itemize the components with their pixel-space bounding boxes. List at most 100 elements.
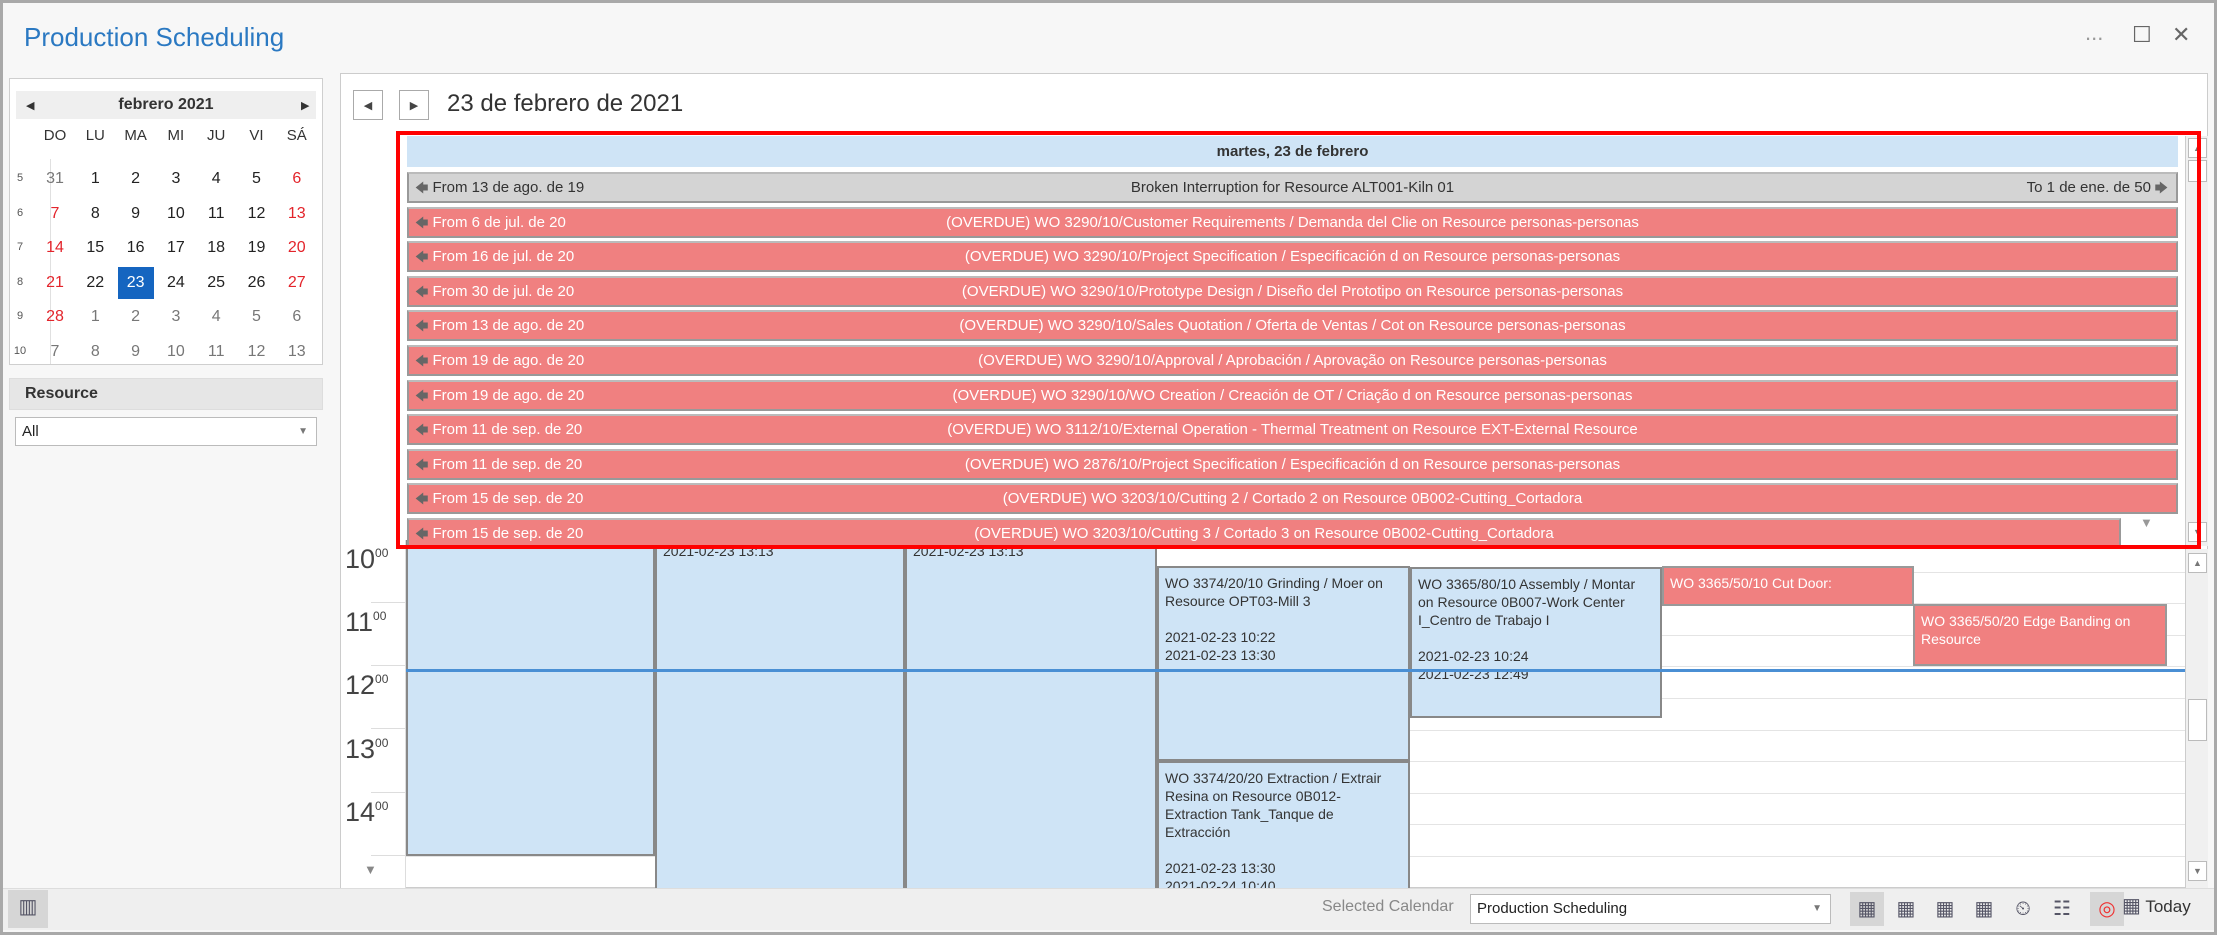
today-button[interactable]: ▦ Today [2122, 893, 2191, 918]
calendar-day[interactable]: 12 [247, 342, 266, 360]
all-day-appointment[interactable]: 🡄 From 15 de sep. de 20 (OVERDUE) WO 3203/… [407, 518, 2121, 546]
scroll-thumb[interactable] [2188, 160, 2207, 182]
all-day-appointment[interactable]: 🡄 From 11 de sep. de 20 (OVERDUE) WO 2876/… [407, 448, 2178, 480]
calendar-day[interactable]: 2 [131, 308, 141, 325]
all-day-appointment[interactable]: 🡄 From 13 de ago. de 19 Broken Interruptio… [407, 172, 2178, 203]
scroll-up-icon[interactable]: ▲ [2188, 138, 2207, 158]
calendar-day[interactable]: 4 [211, 170, 221, 187]
calendar-day[interactable]: 5 [252, 170, 261, 187]
hour-line [371, 791, 406, 793]
calendar-day[interactable]: 18 [207, 239, 226, 256]
work-week-view-button[interactable]: ▦ [1889, 892, 1923, 926]
calendar-day[interactable]: 25 [207, 273, 226, 291]
calendar-day[interactable]: 13 [287, 342, 306, 360]
next-day-button[interactable]: ▶ [399, 90, 429, 120]
grid-scrollbar[interactable]: ▲ ▼ [2185, 549, 2208, 888]
appointment[interactable]: 2021-02-23 13:13 [655, 540, 905, 888]
all-day-appointment[interactable]: 🡄 From 13 de ago. de 20 (OVERDUE) WO 3290/… [407, 310, 2178, 342]
calendar-day[interactable]: 7 [50, 342, 60, 360]
calendar-day[interactable]: 11 [207, 204, 225, 222]
today-label: Today [2145, 897, 2191, 916]
scroll-more-icon[interactable]: ▼ [364, 862, 377, 877]
calendar-day[interactable]: 9 [131, 204, 141, 222]
calendar-day[interactable]: 19 [247, 239, 266, 256]
scroll-down-icon[interactable]: ▼ [2188, 522, 2207, 542]
calendar-day[interactable]: 11 [207, 342, 225, 360]
calendar-day[interactable]: 14 [46, 239, 64, 256]
close-button[interactable]: ✕ [2172, 22, 2191, 47]
appointment[interactable]: WO 3365/50/10 Cut Door: [1662, 566, 1914, 606]
day-view-button[interactable]: ▦ [1850, 892, 1884, 926]
appointment[interactable] [406, 540, 655, 856]
calendar-day[interactable]: 26 [247, 273, 266, 291]
all-day-appointment[interactable]: 🡄 From 16 de jul. de 20 (OVERDUE) WO 3290/… [407, 241, 2178, 273]
appointment[interactable]: 2021-02-23 13:13 [905, 540, 1157, 888]
calendar-day[interactable]: 7 [50, 204, 60, 222]
next-month-icon[interactable]: ▶ [301, 100, 310, 112]
calendar-day[interactable]: 31 [46, 170, 64, 187]
appointment[interactable]: WO 3365/50/20 Edge Banding on Resource [1913, 604, 2167, 666]
calendar-day[interactable]: 1 [90, 170, 100, 187]
all-day-appointment[interactable]: 🡄 From 6 de jul. de 20 (OVERDUE) WO 3290/1… [407, 206, 2178, 238]
calendar-day[interactable]: 13 [287, 204, 306, 222]
scroll-down-icon[interactable]: ▼ [2188, 861, 2207, 881]
appointment[interactable]: WO 3365/80/10 Assembly / Montar on Resou… [1410, 567, 1662, 718]
minutes-label: 00 [375, 672, 389, 687]
calendar-day[interactable]: 4 [211, 308, 221, 325]
scroll-thumb[interactable] [2188, 699, 2207, 741]
day-name: VI [249, 127, 264, 144]
from-label: From 15 de sep. de 20 [432, 490, 584, 508]
day-grid[interactable]: 2021-02-23 13:13 2021-02-23 13:13 WO 3374/… [406, 540, 2185, 888]
calendar-day[interactable]: 24 [166, 273, 185, 291]
calendar-day[interactable]: 28 [46, 308, 64, 325]
calendar-day[interactable]: 20 [287, 239, 306, 256]
calendar-day[interactable]: 8 [90, 204, 100, 222]
week-view-button[interactable]: ▦ [1928, 892, 1962, 926]
toggle-panel-icon[interactable]: ▥ [8, 890, 48, 928]
calendar-day[interactable]: 5 [252, 308, 261, 325]
gantt-view-button[interactable]: ◎ [2090, 892, 2124, 926]
timeline-view-button[interactable]: ⏲ [2006, 892, 2040, 926]
day-header[interactable]: martes, 23 de febrero [407, 136, 2178, 167]
appointment-from: 🡄 From 16 de jul. de 20 [415, 243, 574, 270]
calendar-day[interactable]: 6 [292, 170, 302, 187]
calendar-day[interactable]: 22 [86, 273, 105, 291]
all-day-appointment[interactable]: 🡄 From 19 de ago. de 20 (OVERDUE) WO 3290/… [407, 379, 2178, 411]
calendar-day[interactable]: 15 [86, 239, 105, 256]
maximize-button[interactable]: ☐ [2132, 22, 2152, 47]
prev-month-icon[interactable]: ◀ [26, 100, 35, 112]
calendar-day[interactable]: 17 [166, 239, 185, 256]
agenda-view-button[interactable]: ☷ [2045, 892, 2079, 926]
all-day-appointment[interactable]: 🡄 From 15 de sep. de 20 (OVERDUE) WO 3203/… [407, 483, 2178, 515]
calendar-day[interactable]: 8 [90, 342, 100, 360]
month-view-button[interactable]: ▦ [1967, 892, 2001, 926]
calendar-day[interactable]: 9 [131, 342, 141, 360]
scroll-up-icon[interactable]: ▲ [2188, 553, 2207, 573]
all-day-appointment[interactable]: 🡄 From 19 de ago. de 20 (OVERDUE) WO 3290/… [407, 345, 2178, 376]
calendar-day[interactable]: 1 [90, 308, 100, 325]
more-button[interactable]: ... [2085, 20, 2104, 45]
appointment-subject: (OVERDUE) WO 3290/10/WO Creation / Creac… [952, 386, 1633, 404]
calendar-day[interactable]: 21 [46, 273, 64, 291]
calendar-day[interactable]: 12 [247, 204, 266, 222]
calendar-day[interactable]: 27 [287, 273, 306, 291]
more-items-icon[interactable]: ▼ [2140, 515, 2153, 530]
appointment[interactable]: WO 3374/20/20 Extraction / Extrair Resin… [1157, 761, 1410, 888]
all-day-appointment[interactable]: 🡄 From 30 de jul. de 20 (OVERDUE) WO 3290/… [407, 275, 2178, 307]
selected-calendar-dropdown[interactable]: Production Scheduling ▼ [1470, 894, 1831, 924]
calendar-day[interactable]: 10 [166, 204, 185, 222]
all-day-scrollbar[interactable]: ▲ ▼ [2185, 136, 2208, 546]
resource-dropdown[interactable]: All ▼ [15, 417, 317, 446]
calendar-day[interactable]: 10 [166, 342, 185, 360]
time-ruler: 1000 1100 1200 1300 1400 [341, 540, 406, 888]
calendar-day[interactable]: 3 [171, 170, 181, 187]
calendar-day[interactable]: 16 [126, 239, 145, 256]
prev-day-button[interactable]: ◀ [353, 90, 383, 120]
calendar-day[interactable]: 6 [292, 308, 302, 325]
all-day-appointment[interactable]: 🡄 From 11 de sep. de 20 (OVERDUE) WO 3112/… [407, 414, 2178, 446]
calendar-day[interactable]: 2 [131, 170, 141, 187]
from-label: From 13 de ago. de 19 [432, 179, 585, 196]
calendar-day[interactable]: 23 [117, 266, 154, 299]
calendar-day[interactable]: 3 [171, 308, 181, 325]
appointment[interactable]: WO 3374/20/10 Grinding / Moer on Resourc… [1157, 566, 1410, 761]
